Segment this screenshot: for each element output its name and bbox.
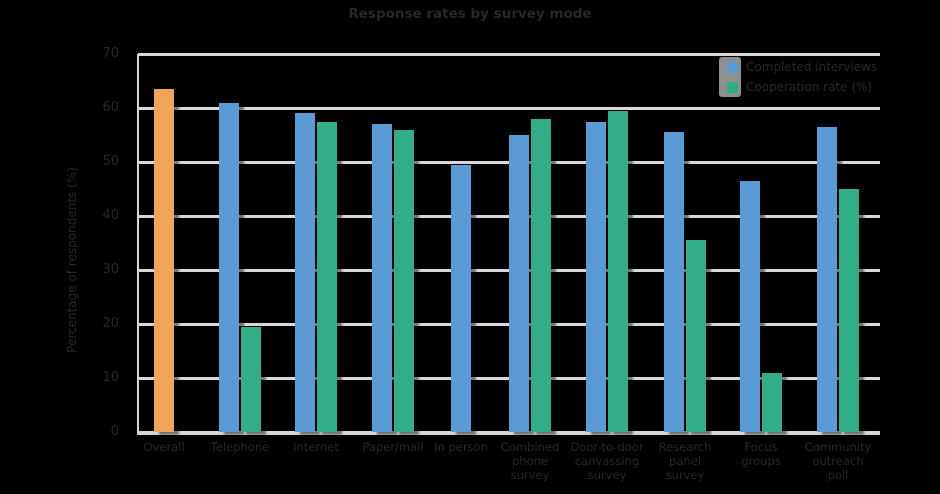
bar bbox=[740, 180, 760, 432]
y-tick-label: 40 bbox=[102, 208, 119, 223]
category-label: Telephone bbox=[210, 440, 270, 454]
category-label: Paper/mail bbox=[362, 440, 424, 454]
y-tick-label: 10 bbox=[102, 370, 119, 385]
y-tick-label: 50 bbox=[102, 154, 119, 169]
legend-label: Cooperation rate (%) bbox=[746, 80, 873, 94]
bar bbox=[586, 121, 606, 432]
bar bbox=[531, 118, 551, 432]
bar bbox=[839, 189, 859, 432]
bar bbox=[451, 164, 471, 432]
bar bbox=[817, 126, 837, 432]
category-label: Focus groups bbox=[741, 440, 781, 468]
chart-title: Response rates by survey mode bbox=[348, 6, 592, 22]
category-label: Door-to-door canvassing survey bbox=[570, 440, 644, 482]
bar bbox=[762, 372, 782, 432]
bar bbox=[372, 124, 392, 432]
y-tick-label: 20 bbox=[102, 316, 119, 331]
category-label: Internet bbox=[293, 440, 339, 454]
legend-swatch-icon bbox=[727, 62, 738, 73]
gridline bbox=[138, 107, 880, 110]
bar bbox=[241, 326, 261, 432]
bar bbox=[219, 102, 239, 432]
x-axis-line bbox=[138, 431, 880, 435]
y-tick-label: 30 bbox=[102, 262, 119, 277]
bar bbox=[154, 89, 174, 432]
legend-swatch-icon bbox=[727, 82, 738, 93]
y-axis-line bbox=[137, 54, 139, 435]
category-label: Combined phone survey bbox=[500, 440, 560, 482]
gridline bbox=[138, 53, 880, 56]
plot-area bbox=[137, 53, 880, 437]
bar bbox=[295, 113, 315, 432]
y-tick-label: 70 bbox=[102, 46, 119, 61]
bar bbox=[394, 129, 414, 432]
bar bbox=[664, 132, 684, 432]
category-label: In person bbox=[434, 440, 488, 454]
category-label: Community outreach poll bbox=[804, 440, 872, 482]
y-axis-label: Percentage of respondents (%) bbox=[65, 167, 79, 353]
y-tick-label: 0 bbox=[110, 424, 119, 439]
y-tick-label: 60 bbox=[102, 100, 119, 115]
bar bbox=[509, 135, 529, 432]
bar bbox=[686, 240, 706, 432]
category-label: Overall bbox=[143, 440, 185, 454]
legend-label: Completed interviews bbox=[746, 60, 878, 74]
category-label: Research panel survey bbox=[658, 440, 712, 482]
bar bbox=[608, 110, 628, 432]
bar bbox=[317, 121, 337, 432]
